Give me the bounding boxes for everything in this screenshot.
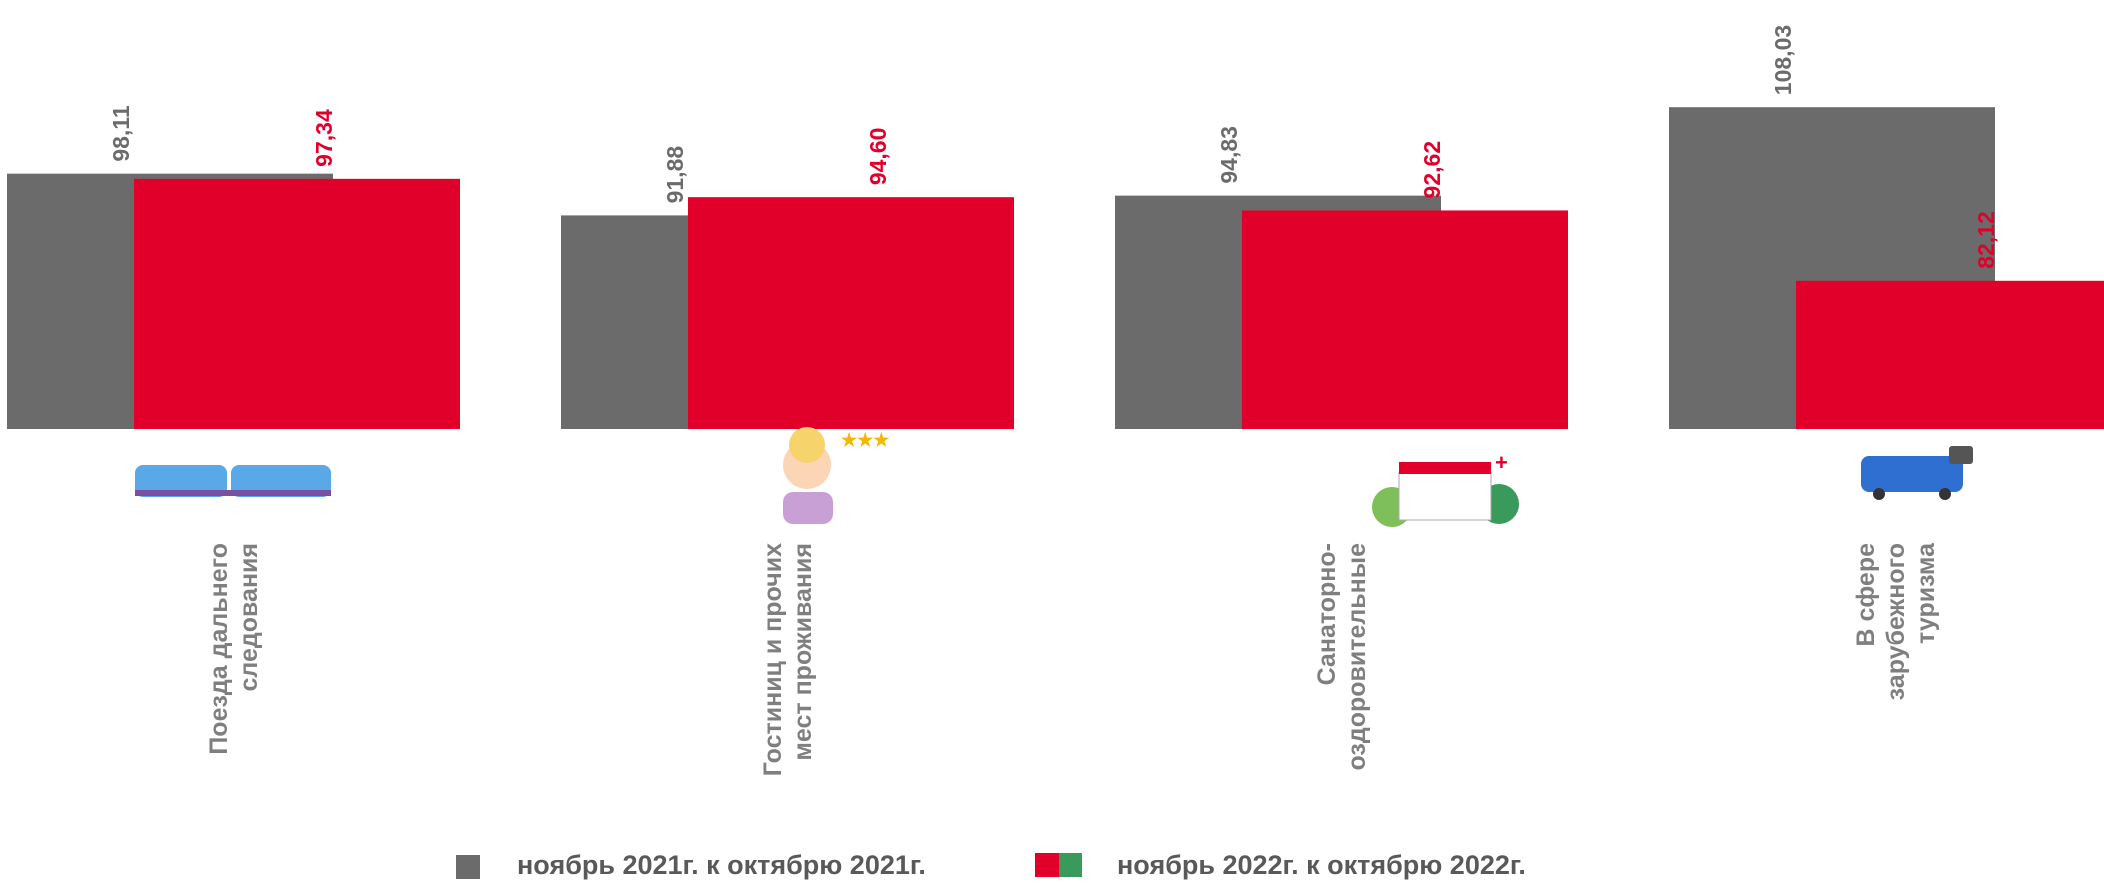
- category-label: Санаторно-оздоровительные: [1313, 543, 1371, 771]
- category-label: Поезда дальнегоследования: [205, 543, 263, 755]
- value-label: 82,12: [1973, 211, 1999, 269]
- bar: [1796, 280, 2104, 429]
- legend-label: ноябрь 2021г. к октябрю 2021г.: [517, 850, 926, 880]
- value-label: 92,62: [1419, 141, 1445, 199]
- legend-label: ноябрь 2022г. к октябрю 2022г.: [1117, 850, 1526, 880]
- category-label: В сферезарубежноготуризма: [1852, 542, 1940, 700]
- value-label: 94,83: [1216, 126, 1242, 184]
- value-label: 98,11: [108, 105, 134, 161]
- icon: [231, 465, 331, 497]
- icon: [1939, 488, 1951, 500]
- bar: [1242, 210, 1568, 429]
- icon: [1949, 446, 1973, 464]
- value-label: 94,60: [865, 128, 891, 186]
- legend-swatch: [456, 855, 480, 879]
- value-label: 108,03: [1770, 25, 1796, 95]
- category-label: Гостиниц и прочихмест проживания: [759, 543, 817, 776]
- icon: [135, 490, 331, 496]
- icon: [135, 465, 227, 497]
- icon: [789, 427, 825, 463]
- value-label: 97,34: [311, 109, 337, 167]
- value-label: 91,88: [662, 146, 688, 204]
- bar: [688, 197, 1014, 429]
- icon: ★★★: [841, 430, 890, 450]
- bar: [134, 178, 460, 429]
- legend: ноябрь 2021г. к октябрю 2021г. ноябрь 20…: [456, 850, 1526, 880]
- icon: [1399, 462, 1491, 474]
- legend-swatch: [1035, 853, 1059, 877]
- icon: [1873, 488, 1885, 500]
- icon: [783, 492, 833, 524]
- icon: +: [1495, 450, 1508, 475]
- icon: [1398, 471, 1492, 521]
- legend-swatch: [1059, 853, 1082, 877]
- icon: [1861, 456, 1963, 492]
